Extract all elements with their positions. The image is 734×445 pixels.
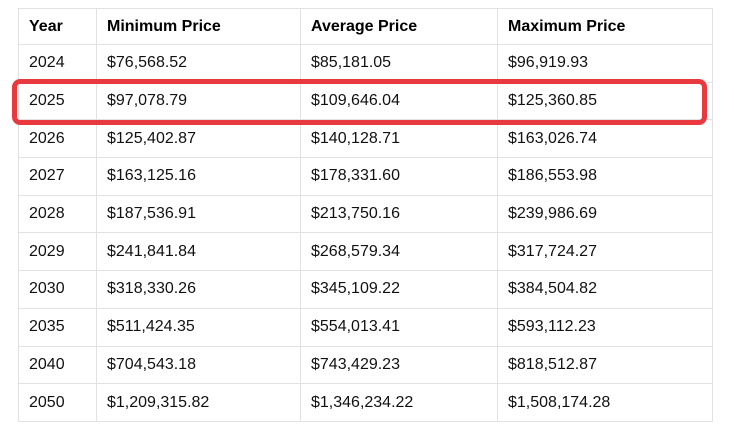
avg-price-cell: $140,128.71 — [300, 119, 498, 159]
table-row: 2029 $241,841.84 $268,579.34 $317,724.27 — [18, 232, 713, 272]
table-row: 2035 $511,424.35 $554,013.41 $593,112.23 — [18, 307, 713, 347]
max-price-cell: $239,986.69 — [497, 194, 713, 234]
min-price-cell: $511,424.35 — [96, 307, 301, 347]
table-header: Year Minimum Price Average Price Maximum… — [18, 8, 713, 45]
avg-price-cell: $743,429.23 — [300, 345, 498, 385]
max-price-cell: $1,508,174.28 — [497, 383, 713, 422]
min-price-cell: $97,078.79 — [96, 81, 301, 121]
max-price-cell: $384,504.82 — [497, 270, 713, 309]
year-cell: 2028 — [18, 194, 97, 234]
column-header-year: Year — [18, 8, 97, 45]
year-cell: 2035 — [18, 307, 97, 347]
max-price-cell: $163,026.74 — [497, 119, 713, 159]
max-price-cell: $593,112.23 — [497, 307, 713, 347]
avg-price-cell: $85,181.05 — [300, 44, 498, 83]
table-row-highlighted: 2025 $97,078.79 $109,646.04 $125,360.85 — [18, 81, 713, 121]
avg-price-cell: $178,331.60 — [300, 157, 498, 196]
avg-price-cell: $345,109.22 — [300, 270, 498, 309]
table-row: 2050 $1,209,315.82 $1,346,234.22 $1,508,174… — [18, 383, 713, 422]
header-row: Year Minimum Price Average Price Maximum… — [18, 8, 713, 45]
price-prediction-table-wrap: Year Minimum Price Average Price Maximum… — [18, 8, 713, 422]
column-header-maximum-price: Maximum Price — [497, 8, 713, 45]
min-price-cell: $241,841.84 — [96, 232, 301, 272]
table-row: 2024 $76,568.52 $85,181.05 $96,919.93 — [18, 44, 713, 83]
min-price-cell: $187,536.91 — [96, 194, 301, 234]
max-price-cell: $96,919.93 — [497, 44, 713, 83]
column-header-minimum-price: Minimum Price — [96, 8, 301, 45]
price-prediction-table: Year Minimum Price Average Price Maximum… — [18, 8, 713, 422]
max-price-cell: $186,553.98 — [497, 157, 713, 196]
table-row: 2026 $125,402.87 $140,128.71 $163,026.74 — [18, 119, 713, 159]
column-header-average-price: Average Price — [300, 8, 498, 45]
min-price-cell: $76,568.52 — [96, 44, 301, 83]
table-body: 2024 $76,568.52 $85,181.05 $96,919.93 2025 $9… — [18, 44, 713, 422]
avg-price-cell: $554,013.41 — [300, 307, 498, 347]
table-row: 2040 $704,543.18 $743,429.23 $818,512.87 — [18, 345, 713, 385]
year-cell: 2025 — [18, 81, 97, 121]
table-row: 2027 $163,125.16 $178,331.60 $186,553.98 — [18, 157, 713, 196]
year-cell: 2026 — [18, 119, 97, 159]
avg-price-cell: $213,750.16 — [300, 194, 498, 234]
max-price-cell: $317,724.27 — [497, 232, 713, 272]
table-row: 2030 $318,330.26 $345,109.22 $384,504.82 — [18, 270, 713, 309]
year-cell: 2040 — [18, 345, 97, 385]
year-cell: 2027 — [18, 157, 97, 196]
avg-price-cell: $1,346,234.22 — [300, 383, 498, 422]
table-row: 2028 $187,536.91 $213,750.16 $239,986.69 — [18, 194, 713, 234]
avg-price-cell: $109,646.04 — [300, 81, 498, 121]
max-price-cell: $818,512.87 — [497, 345, 713, 385]
year-cell: 2030 — [18, 270, 97, 309]
min-price-cell: $318,330.26 — [96, 270, 301, 309]
year-cell: 2029 — [18, 232, 97, 272]
max-price-cell: $125,360.85 — [497, 81, 713, 121]
min-price-cell: $163,125.16 — [96, 157, 301, 196]
min-price-cell: $704,543.18 — [96, 345, 301, 385]
avg-price-cell: $268,579.34 — [300, 232, 498, 272]
min-price-cell: $1,209,315.82 — [96, 383, 301, 422]
min-price-cell: $125,402.87 — [96, 119, 301, 159]
year-cell: 2024 — [18, 44, 97, 83]
year-cell: 2050 — [18, 383, 97, 422]
